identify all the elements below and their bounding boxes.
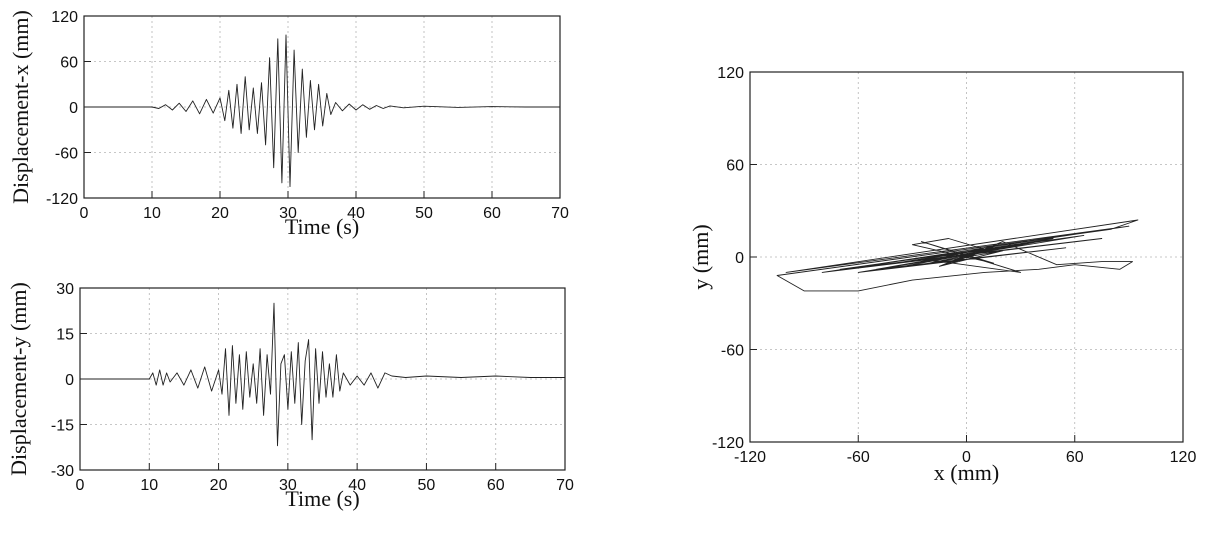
chart1-x-tick-label-6: 60 [487, 477, 505, 494]
chart2-x-tick-label-1: -60 [847, 449, 870, 466]
chart1-series-line-0 [80, 302, 565, 447]
chart0-x-tick-label-6: 60 [483, 205, 501, 222]
chart2-x-tick-label-0: -120 [734, 449, 766, 466]
chart2-y-axis-label: y (mm) [688, 224, 713, 289]
chart1-y-tick-label-0: 30 [56, 281, 74, 298]
chart1-y-tick-label-2: 0 [65, 372, 74, 389]
chart0-y-tick-label-4: -120 [46, 191, 78, 208]
chart1-x-tick-label-7: 70 [556, 477, 574, 494]
chart1-x-tick-label-0: 0 [76, 477, 85, 494]
chart2-x-tick-label-4: 120 [1170, 449, 1197, 466]
chart2-y-tick-label-0: 120 [717, 65, 744, 82]
chart0-y-axis-label: Displacement-x (mm) [8, 10, 33, 204]
chart0-x-tick-label-3: 30 [279, 205, 297, 222]
chart0-y-tick-label-2: 0 [69, 100, 78, 117]
chart2-x-axis-label: x (mm) [934, 460, 999, 485]
chart2-series-line-0 [776, 219, 1139, 292]
chart0-x-tick-label-4: 40 [347, 205, 365, 222]
chart0-series-line-0 [84, 34, 560, 188]
chart0-y-tick-label-1: 60 [60, 55, 78, 72]
chart1-x-axis-label: Time (s) [285, 486, 359, 511]
chart2-y-tick-label-3: -60 [721, 343, 744, 360]
chart2-x-tick-label-3: 60 [1066, 449, 1084, 466]
chart0-x-tick-label-7: 70 [551, 205, 569, 222]
chart1-y-tick-label-3: -15 [51, 418, 74, 435]
chart0-x-axis-label: Time (s) [285, 214, 359, 239]
chart1-x-tick-label-3: 30 [279, 477, 297, 494]
chart2-y-tick-label-4: -120 [712, 435, 744, 452]
chart1-x-tick-label-4: 40 [348, 477, 366, 494]
displacement-x-time-chart: 0 10 20 30 40 50 60 70 120 60 0 -60 -120 Time (s) Disp… [8, 9, 569, 239]
chart1-y-tick-label-1: 15 [56, 327, 74, 344]
chart1-x-tick-label-5: 50 [418, 477, 436, 494]
displacement-y-time-chart: 0 10 20 30 40 50 60 70 30 15 0 -15 -30 Time (s) Displa… [6, 281, 574, 511]
chart0-x-tick-label-1: 10 [143, 205, 161, 222]
chart0-x-tick-label-2: 20 [211, 205, 229, 222]
chart1-x-tick-label-1: 10 [140, 477, 158, 494]
chart2-x-tick-label-2: 0 [962, 449, 971, 466]
chart1-y-tick-label-4: -30 [51, 463, 74, 480]
chart0-x-tick-label-5: 50 [415, 205, 433, 222]
chart2-y-tick-label-2: 0 [735, 250, 744, 267]
xy-orbit-chart: -120 -60 0 60 120 120 60 0 -60 -120 x (mm) y (mm) [688, 65, 1196, 485]
chart0-y-tick-label-3: -60 [55, 146, 78, 163]
chart2-y-tick-label-1: 60 [726, 158, 744, 175]
chart1-x-tick-label-2: 20 [210, 477, 228, 494]
chart0-x-tick-label-0: 0 [80, 205, 89, 222]
chart0-y-tick-label-0: 120 [51, 9, 78, 26]
chart1-y-axis-label: Displacement-y (mm) [6, 282, 31, 476]
chart1-plot-frame [79, 287, 566, 471]
